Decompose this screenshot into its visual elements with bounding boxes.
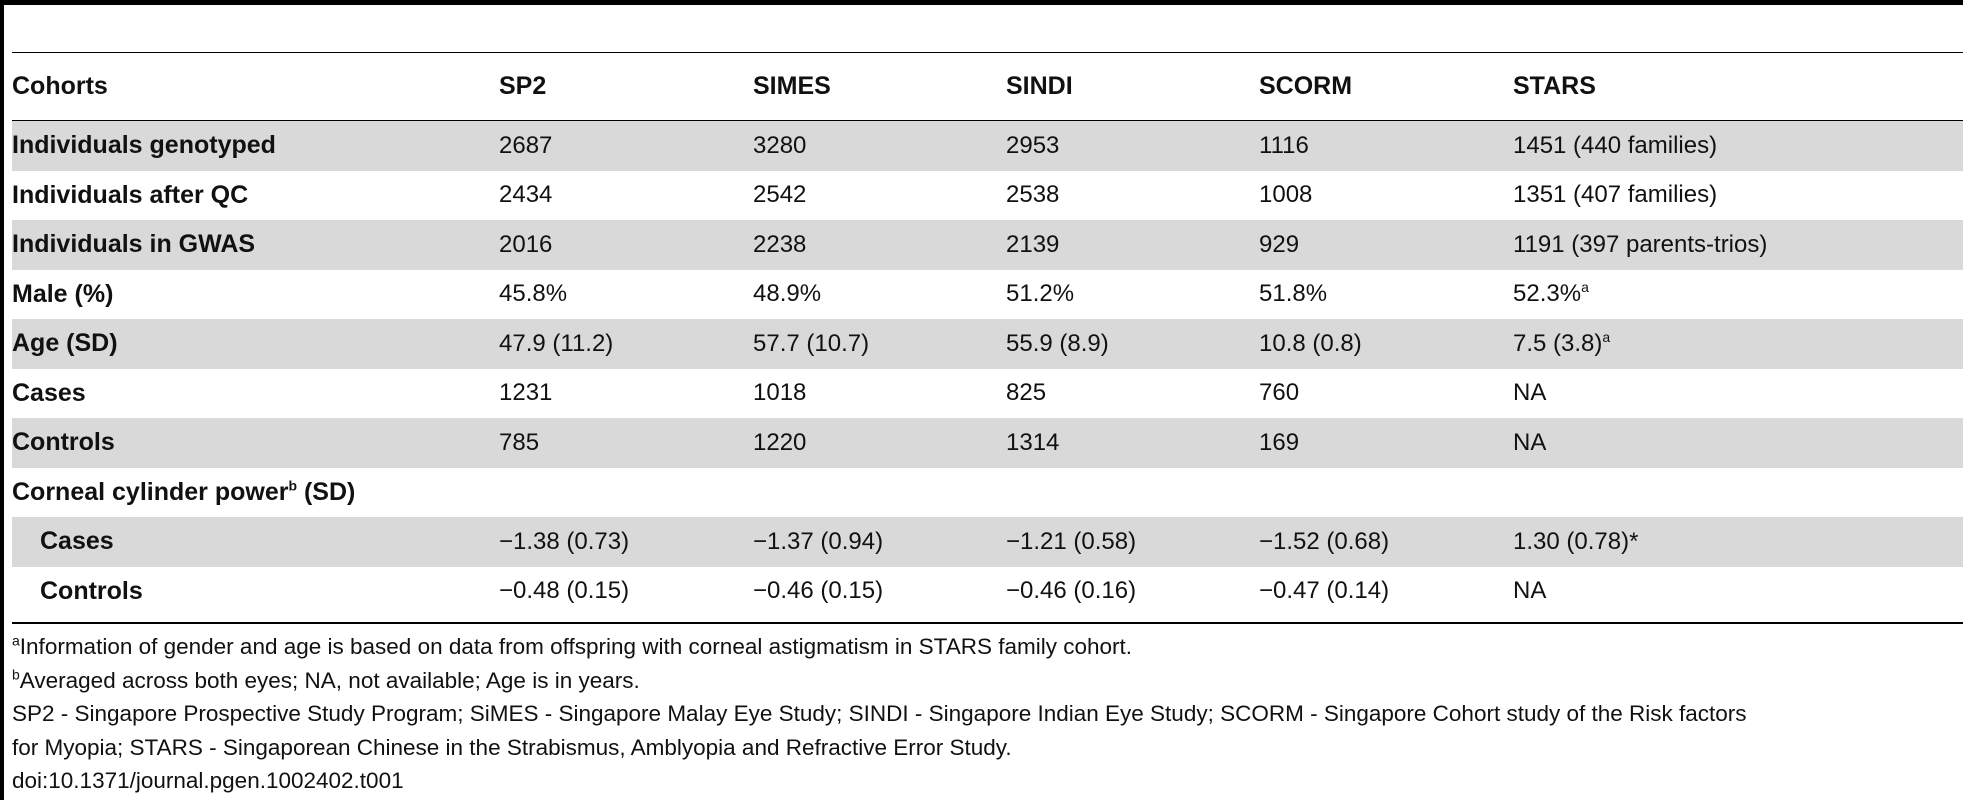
table-cell: 57.7 (10.7): [753, 329, 870, 357]
table-cell: 7.5 (3.8)a: [1513, 330, 1610, 358]
footnote-marker: b: [288, 477, 298, 494]
header-stars: STARS: [1513, 72, 1596, 100]
doi-link[interactable]: doi:10.1371/journal.pgen.1002402.t001: [12, 768, 404, 793]
row-label: Cases: [40, 527, 114, 556]
table-cell: NA: [1513, 577, 1547, 605]
table-cell: 2953: [1006, 131, 1060, 159]
section-row: Corneal cylinder powerb (SD): [12, 468, 1963, 518]
table-cell: 1116: [1259, 131, 1309, 159]
table-cell: 47.9 (11.2): [499, 329, 614, 357]
row-label: Controls: [12, 428, 115, 457]
table-row: Age (SD) 47.9 (11.2) 57.7 (10.7) 55.9 (8…: [12, 319, 1963, 369]
table-cell: 1314: [1006, 428, 1060, 456]
section-label-suffix: (SD): [297, 477, 356, 506]
abbreviations-line-2: for Myopia; STARS - Singaporean Chinese …: [12, 734, 1012, 760]
header-sp2: SP2: [499, 72, 547, 100]
table-cell: −1.21 (0.58): [1006, 527, 1137, 555]
table-cell: 1018: [753, 379, 807, 407]
table-row: Male (%) 45.8% 48.9% 51.2% 51.8% 52.3%a: [12, 270, 1963, 320]
footnote-b: bAveraged across both eyes; NA, not avai…: [12, 664, 1963, 698]
table-footnotes: aInformation of gender and age is based …: [12, 630, 1963, 798]
table-cell: 48.9%: [753, 280, 822, 308]
table-cell: 51.2%: [1006, 280, 1075, 308]
table-cell: 1220: [753, 428, 807, 456]
cell-value: 7.5 (3.8): [1513, 329, 1603, 357]
table-cell: 1451 (440 families): [1513, 131, 1718, 159]
header-label: Cohorts: [12, 72, 108, 100]
table-cell: 3280: [753, 131, 807, 159]
row-label: Individuals genotyped: [12, 131, 276, 160]
section-label: Corneal cylinder powerb (SD): [12, 478, 355, 507]
table-cell: 785: [499, 428, 540, 456]
table-cell: −1.37 (0.94): [753, 527, 884, 555]
table-cell: −1.38 (0.73): [499, 527, 630, 555]
table-cell: 55.9 (8.9): [1006, 329, 1109, 357]
table-cell: 52.3%a: [1513, 280, 1589, 308]
table-cell: 929: [1259, 230, 1300, 258]
table-cell: 51.8%: [1259, 280, 1328, 308]
table-cell: 1008: [1259, 181, 1313, 209]
row-label: Controls: [40, 576, 143, 605]
footnote-marker: a: [12, 632, 20, 649]
table-cell: NA: [1513, 379, 1547, 407]
table-cell: 2016: [499, 230, 553, 258]
table-cell: 2538: [1006, 181, 1060, 209]
table-header-row: Cohorts SP2 SIMES SINDI SCORM STARS: [12, 52, 1963, 121]
abbreviations-line-1: SP2 - Singapore Prospective Study Progra…: [12, 701, 1747, 726]
table-cell: −0.48 (0.15): [499, 577, 630, 605]
header-sindi: SINDI: [1006, 72, 1073, 100]
bottom-rule: [12, 622, 1963, 624]
header-scorm: SCORM: [1259, 72, 1353, 100]
top-rule: [0, 0, 1963, 5]
table-row: Controls 785 1220 1314 169 NA: [12, 418, 1963, 468]
cohort-table: Cohorts SP2 SIMES SINDI SCORM STARS Indi…: [12, 52, 1963, 616]
footnote-text: Averaged across both eyes; NA, not avail…: [19, 667, 640, 693]
table-row: Individuals after QC 2434 2542 2538 1008…: [12, 171, 1963, 221]
footnote-a: aInformation of gender and age is based …: [12, 630, 1963, 664]
cell-value: 52.3%: [1513, 280, 1582, 308]
table-cell: 760: [1259, 379, 1300, 407]
footnote-marker: b: [12, 666, 20, 682]
footnote-marker: a: [1581, 279, 1589, 296]
table-cell: 10.8 (0.8): [1259, 329, 1362, 357]
row-label: Cases: [12, 378, 86, 407]
table-row: Individuals genotyped 2687 3280 2953 111…: [12, 121, 1963, 171]
left-rule: [0, 0, 4, 800]
table-cell: NA: [1513, 428, 1547, 456]
table-cell: 825: [1006, 379, 1047, 407]
table-cell: −0.47 (0.14): [1259, 577, 1390, 605]
table-row: Cases 1231 1018 825 760 NA: [12, 369, 1963, 419]
table-cell: 2687: [499, 131, 553, 159]
table-cell: 1.30 (0.78)*: [1513, 527, 1639, 555]
row-label: Individuals after QC: [12, 180, 249, 209]
table-row: Individuals in GWAS 2016 2238 2139 929 1…: [12, 220, 1963, 270]
table-row: Controls −0.48 (0.15) −0.46 (0.15) −0.46…: [12, 567, 1963, 617]
table-cell: 2434: [499, 181, 553, 209]
section-label-text: Corneal cylinder power: [12, 477, 289, 506]
table-cell: 2238: [753, 230, 807, 258]
row-label: Male (%): [12, 279, 114, 308]
table-cell: 169: [1259, 428, 1300, 456]
table-cell: 45.8%: [499, 280, 568, 308]
table-row: Cases −1.38 (0.73) −1.37 (0.94) −1.21 (0…: [12, 517, 1963, 567]
row-label: Individuals in GWAS: [12, 230, 256, 259]
footnote-text: Information of gender and age is based o…: [19, 634, 1133, 659]
header-simes: SIMES: [753, 72, 831, 100]
footnote-marker: a: [1602, 328, 1611, 345]
table-cell: −0.46 (0.15): [753, 577, 884, 605]
table-cell: 2139: [1006, 230, 1060, 258]
table-cell: 1191 (397 parents-trios): [1513, 230, 1768, 258]
table-cell: −0.46 (0.16): [1006, 577, 1137, 605]
row-label: Age (SD): [12, 329, 118, 358]
table-cell: 1351 (407 families): [1513, 181, 1718, 209]
table-cell: −1.52 (0.68): [1259, 527, 1390, 555]
table-cell: 1231: [499, 379, 553, 407]
table-cell: 2542: [753, 181, 807, 209]
